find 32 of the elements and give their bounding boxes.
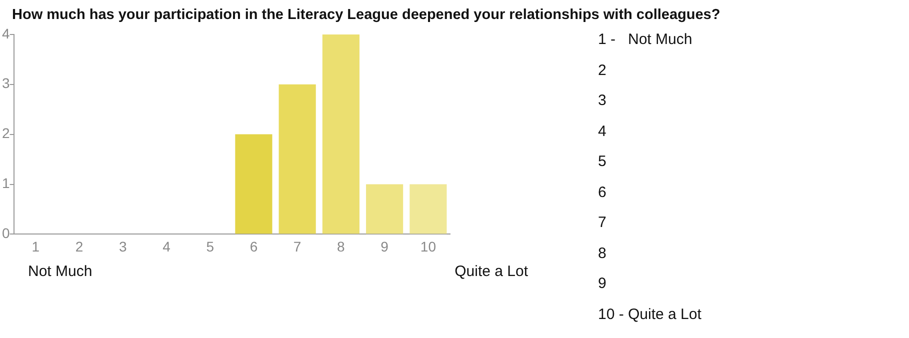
x-tick-label: 7 bbox=[293, 238, 302, 254]
bar bbox=[278, 84, 316, 234]
text: 1 - Not Much bbox=[598, 31, 692, 48]
y-tick-label: 0 bbox=[2, 225, 10, 242]
text: 6 bbox=[598, 184, 606, 200]
text: 10 - Quite a Lot bbox=[598, 306, 702, 322]
text: 7 bbox=[598, 214, 606, 231]
x-tick-label: 3 bbox=[118, 238, 127, 254]
y-tick-label: 1 bbox=[2, 175, 10, 192]
y-tick-label: 4 bbox=[2, 25, 10, 42]
text: 3 bbox=[598, 92, 606, 109]
text: Quite a Lot bbox=[454, 263, 528, 280]
x-tick-label: 5 bbox=[206, 238, 214, 254]
bar bbox=[410, 184, 447, 234]
bar bbox=[322, 34, 360, 234]
text: 5 bbox=[598, 153, 606, 170]
text: 4 bbox=[598, 122, 606, 140]
x-tick-label: 10 bbox=[420, 238, 436, 254]
x-tick-label: 9 bbox=[380, 238, 389, 254]
bar bbox=[366, 184, 404, 234]
x-tick-label: 8 bbox=[337, 238, 346, 254]
x-tick-label: 2 bbox=[75, 238, 84, 254]
text: 2 bbox=[598, 62, 606, 78]
bar bbox=[235, 134, 272, 234]
x-tick-label: 4 bbox=[162, 238, 171, 254]
y-tick-label: 3 bbox=[2, 75, 10, 92]
text: 9 bbox=[598, 275, 606, 292]
x-tick-label: 6 bbox=[250, 238, 258, 254]
y-tick-label: 2 bbox=[2, 125, 10, 142]
chart-title: How much has your participation in the Literacy League deepened your relationships with colleagues? bbox=[12, 7, 720, 23]
x-tick-label: 1 bbox=[32, 238, 40, 254]
text: Not Much bbox=[28, 263, 92, 280]
